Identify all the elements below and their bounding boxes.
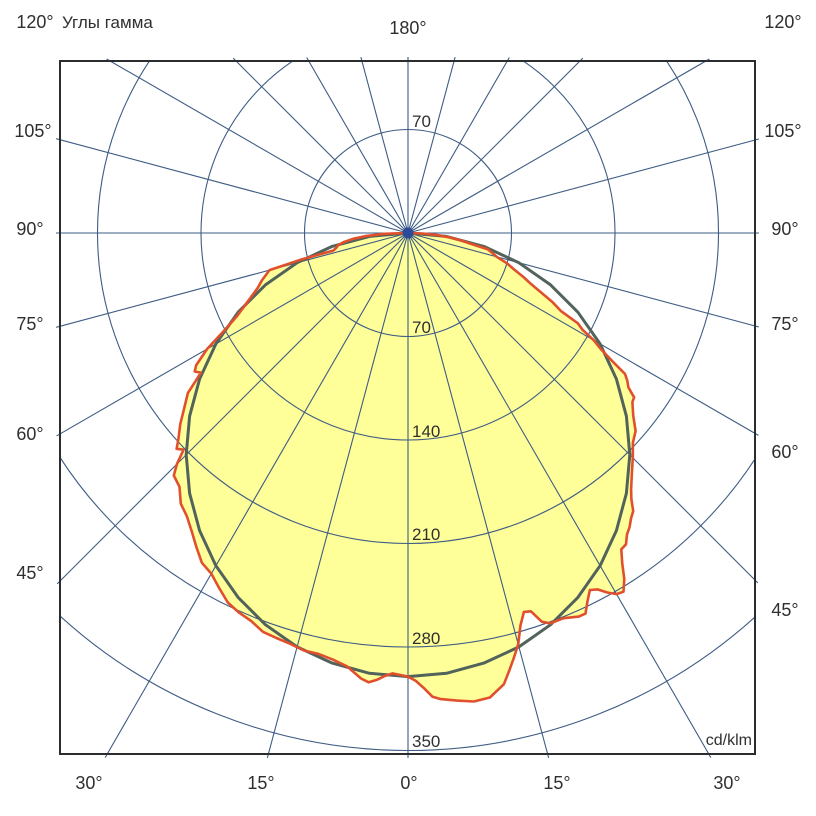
unit-label: cd/klm [706,732,752,749]
gamma-angle-label-bottom: 15° [543,773,570,793]
gamma-angle-label-corner: 120° [764,12,801,32]
radial-value-label: 140 [412,422,440,441]
radial-value-label: 70 [412,112,431,131]
chart-title: Углы гамма [62,13,153,32]
gamma-angle-label-bottom: 0° [400,773,417,793]
gamma-angle-label-right: 75° [771,314,798,334]
gamma-angle-label-left: 90° [16,219,43,239]
gamma-angle-label-left: 60° [16,424,43,444]
measured-intensity-curve [172,231,637,703]
gamma-grid-spokes [55,56,760,759]
gamma-angle-label-right: 45° [771,600,798,620]
gamma-angle-label-corner: 120° [16,12,53,32]
plot-border [59,60,756,755]
gamma-angle-label-bottom: 15° [247,773,274,793]
gamma-angle-label-right: 105° [764,121,801,141]
gamma-angle-label-left: 105° [14,121,51,141]
intensity-fill-region [173,233,636,702]
gamma-angle-label-bottom: 30° [713,773,740,793]
gamma-angle-label-right: 90° [771,219,798,239]
gamma-angle-label-top: 180° [389,18,426,38]
polar-origin-dot [402,227,414,239]
radial-value-label: 210 [412,525,440,544]
gamma-angle-label-bottom: 30° [75,773,102,793]
radial-value-label: 280 [412,629,440,648]
gamma-angle-label-left: 45° [16,563,43,583]
radial-value-label: 70 [412,318,431,337]
gamma-angle-label-right: 60° [771,442,798,462]
gamma-angle-label-left: 75° [16,314,43,334]
radial-value-label: 350 [412,732,440,751]
